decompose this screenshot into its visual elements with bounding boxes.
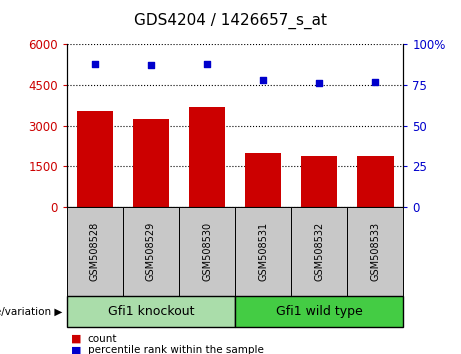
Text: GSM508530: GSM508530 (202, 222, 212, 281)
Point (147, 63, 154, 68)
Text: GDS4204 / 1426657_s_at: GDS4204 / 1426657_s_at (134, 12, 327, 29)
Point (372, 79, 379, 85)
Bar (133, 119, 169, 207)
Text: GSM508529: GSM508529 (146, 222, 156, 281)
Text: Gfi1 knockout: Gfi1 knockout (108, 305, 194, 318)
Text: count: count (88, 334, 117, 344)
Text: GSM508531: GSM508531 (258, 222, 268, 281)
Text: ■: ■ (71, 346, 82, 354)
Bar (189, 107, 225, 207)
Point (91, 61, 99, 67)
Point (260, 77, 267, 83)
Text: Gfi1 wild type: Gfi1 wild type (276, 305, 363, 318)
Text: GSM508532: GSM508532 (314, 222, 324, 281)
Bar (245, 153, 281, 207)
Point (315, 80, 323, 86)
Text: percentile rank within the sample: percentile rank within the sample (88, 346, 264, 354)
Bar (301, 156, 337, 207)
Point (203, 61, 211, 67)
Text: genotype/variation ▶: genotype/variation ▶ (0, 307, 62, 316)
Text: ■: ■ (71, 334, 82, 344)
Bar (77, 111, 113, 207)
Bar (357, 156, 394, 207)
Text: GSM508533: GSM508533 (370, 222, 380, 281)
Text: GSM508528: GSM508528 (90, 222, 100, 281)
